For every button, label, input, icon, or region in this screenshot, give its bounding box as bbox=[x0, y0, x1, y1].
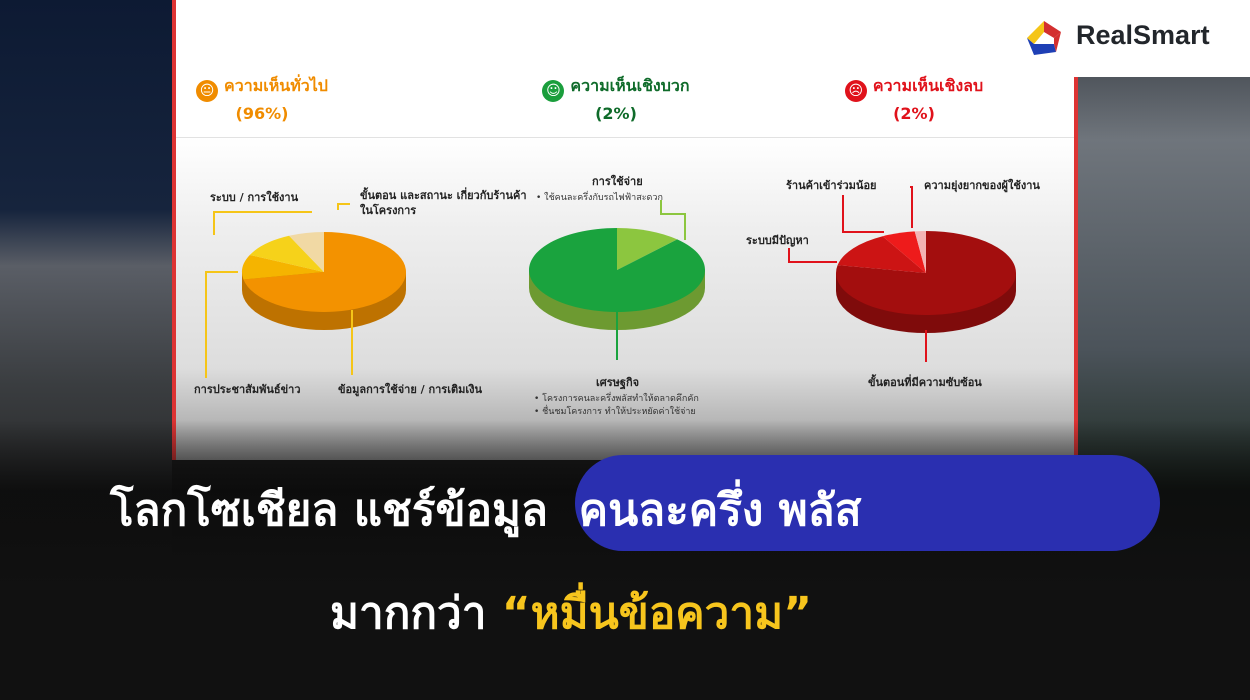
slice-label: ขั้นตอน และสถานะ เกี่ยวกับร้านค้าในโครงก… bbox=[360, 189, 527, 217]
pie-slice bbox=[242, 254, 324, 280]
pie-slice bbox=[617, 228, 678, 270]
headline-line-2: มากกว่า “หมื่นข้อความ” bbox=[330, 578, 812, 648]
slice-bullet: โครงการคนละครึ่งพลัสทำให้ตลาดคึกคัก bbox=[542, 394, 699, 404]
header-negative: ☹ ความเห็นเชิงลบ (2%) bbox=[764, 74, 1064, 126]
slice-bullet: ใช้คนละครึ่งกับรถไฟฟ้าสะดวก bbox=[544, 193, 663, 203]
chart-title: ความเห็นเชิงบวก bbox=[570, 76, 690, 95]
leader-line bbox=[788, 248, 837, 263]
slice-label: การประชาสัมพันธ์ข่าว bbox=[194, 383, 301, 396]
leader-line bbox=[660, 200, 686, 240]
chart-subtitle: (96%) bbox=[235, 104, 289, 123]
headline-text: มากกว่า bbox=[330, 588, 487, 639]
chart-title: ความเห็นเชิงลบ bbox=[872, 76, 984, 95]
pie-charts bbox=[205, 186, 1017, 378]
neutral-face-icon: 😐 bbox=[196, 80, 219, 102]
presentation-slide: 😐 ความเห็นทั่วไป (96%) ☺ ความเห็นเชิงบวก (2%… bbox=[172, 0, 1078, 460]
slice-label: เศรษฐกิจ bbox=[596, 376, 640, 389]
pie-chart-1 bbox=[528, 228, 706, 330]
leader-line bbox=[337, 203, 350, 210]
pie-chart-0 bbox=[242, 232, 407, 330]
slice-label: ความยุ่งยากของผู้ใช้งาน bbox=[924, 179, 1040, 192]
header-positive: ☺ ความเห็นเชิงบวก (2%) bbox=[466, 74, 766, 126]
headline-line-1: โลกโซเชียล แชร์ข้อมูล คนละครึ่ง พลัส bbox=[110, 475, 861, 545]
leader-line bbox=[213, 211, 312, 235]
pie-slice bbox=[249, 235, 324, 272]
pie-slice bbox=[243, 232, 407, 313]
chart-subtitle: (2%) bbox=[893, 104, 935, 123]
headline-highlight-pill bbox=[575, 455, 1160, 551]
slide-header: 😐 ความเห็นทั่วไป (96%) ☺ ความเห็นเชิงบวก (2%… bbox=[176, 0, 1074, 138]
pie-slice bbox=[528, 228, 706, 312]
chart-subtitle: (2%) bbox=[595, 104, 637, 123]
leader-line bbox=[910, 186, 913, 228]
headline-text: โลกโซเชียล แชร์ข้อมูล bbox=[110, 485, 549, 536]
pie-slice bbox=[836, 230, 1017, 315]
leader-line bbox=[205, 271, 238, 378]
slice-label: ร้านค้าเข้าร่วมน้อย bbox=[786, 179, 877, 192]
slice-label: ระบบ / การใช้งาน bbox=[210, 191, 299, 204]
pie-slice bbox=[837, 236, 926, 273]
slice-label: ข้อมูลการใช้จ่าย / การเติมเงิน bbox=[338, 383, 482, 396]
leader-line bbox=[842, 195, 884, 233]
frowning-face-icon: ☹ bbox=[844, 80, 867, 102]
pie-chart-2 bbox=[836, 230, 1017, 333]
slice-bullet: ชื่นชมโครงการ ทำให้ประหยัดค่าใช้จ่าย bbox=[542, 407, 696, 417]
headline-quote: “หมื่นข้อความ” bbox=[501, 588, 813, 639]
smiling-face-icon: ☺ bbox=[542, 80, 565, 102]
pie-slice bbox=[289, 232, 324, 272]
header-general: 😐 ความเห็นทั่วไป (96%) bbox=[112, 74, 412, 126]
brand-name: RealSmart bbox=[1076, 20, 1210, 50]
pie-slice bbox=[914, 231, 926, 273]
chart-title: ความเห็นทั่วไป bbox=[224, 76, 328, 95]
pie-slice bbox=[882, 231, 926, 273]
realsmart-logo: RealSmart bbox=[1010, 0, 1250, 77]
slice-label: ขั้นตอนที่มีความซับซ้อน bbox=[868, 376, 982, 389]
slice-label: ระบบมีปัญหา bbox=[746, 234, 809, 247]
realsmart-logo-icon bbox=[1027, 21, 1061, 55]
headline-highlight: คนละครึ่ง พลัส bbox=[578, 485, 862, 536]
slice-label: การใช้จ่าย bbox=[592, 175, 643, 188]
